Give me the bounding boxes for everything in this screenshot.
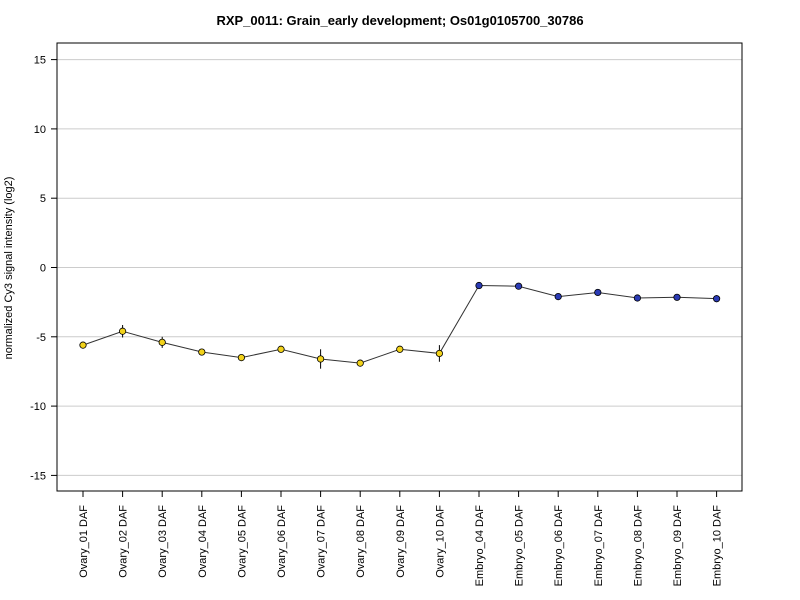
x-tick-label: Ovary_02 DAF xyxy=(118,505,130,578)
y-tick-label: 0 xyxy=(40,263,46,275)
data-point xyxy=(158,338,166,346)
y-tick-label: 5 xyxy=(40,193,46,205)
data-point xyxy=(594,288,602,297)
y-tick-label: 10 xyxy=(34,124,46,136)
x-tick-label: Ovary_05 DAF xyxy=(236,505,248,578)
data-point xyxy=(277,345,285,353)
data-point xyxy=(712,295,721,303)
data-point xyxy=(633,294,642,302)
data-point xyxy=(435,349,443,358)
chart-title: RXP_0011: Grain_early development; Os01g… xyxy=(216,13,584,28)
x-tick-label: Embryo_05 DAF xyxy=(514,505,526,587)
x-tick-label: Ovary_08 DAF xyxy=(355,505,367,578)
y-tick-label: -15 xyxy=(30,470,46,482)
x-tick-label: Ovary_04 DAF xyxy=(197,505,209,578)
x-tick-label: Ovary_09 DAF xyxy=(395,505,407,578)
x-tick-label: Ovary_01 DAF xyxy=(78,505,90,578)
x-tick-label: Ovary_10 DAF xyxy=(434,505,446,578)
x-tick-label: Embryo_06 DAF xyxy=(553,505,565,587)
x-tick-label: Embryo_08 DAF xyxy=(632,505,644,587)
x-tick-label: Embryo_07 DAF xyxy=(593,505,605,587)
data-point xyxy=(554,293,562,301)
x-tick-label: Ovary_07 DAF xyxy=(316,505,328,578)
y-tick-label: -10 xyxy=(30,401,46,413)
data-point xyxy=(198,348,206,356)
data-point xyxy=(514,282,523,290)
x-tick-label: Ovary_03 DAF xyxy=(157,505,169,578)
data-point xyxy=(316,355,325,363)
data-point xyxy=(356,359,364,367)
x-tick-label: Ovary_06 DAF xyxy=(276,505,288,578)
data-point xyxy=(79,341,87,349)
data-point xyxy=(119,327,127,335)
data-point xyxy=(673,293,681,301)
data-point xyxy=(475,281,483,290)
x-tick-label: Embryo_04 DAF xyxy=(474,505,486,587)
y-tick-label: -5 xyxy=(36,332,46,344)
x-tick-label: Embryo_10 DAF xyxy=(712,505,724,587)
y-tick-label: 15 xyxy=(34,55,46,67)
x-tick-label: Embryo_09 DAF xyxy=(672,505,684,587)
data-point xyxy=(237,353,245,362)
data-point xyxy=(396,345,404,353)
